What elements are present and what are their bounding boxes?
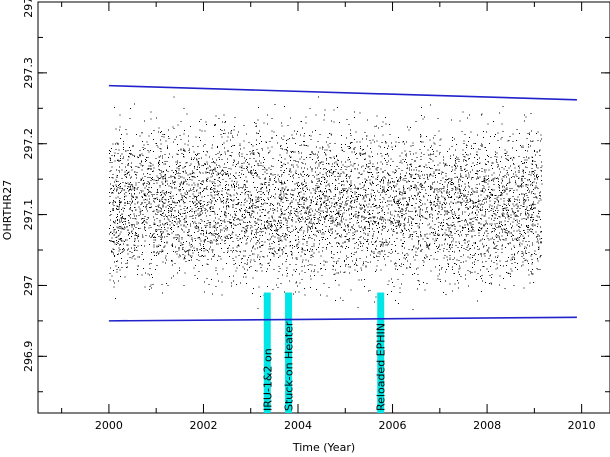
event-label-0: IRU-1&2 on bbox=[261, 348, 274, 411]
event-label-1: Stuck-on Heater bbox=[283, 321, 296, 411]
x-tick-label: 2010 bbox=[568, 419, 596, 432]
plot-frame bbox=[37, 1, 610, 414]
scatter-points bbox=[108, 96, 543, 310]
scatter-cloud bbox=[108, 96, 543, 310]
upper-limit-line bbox=[108, 84, 577, 101]
event-marker-1 bbox=[285, 292, 293, 413]
axis-ticks: 2000 2002 2004 2006 2008 2010 296.9 297 297.1 297… bbox=[22, 0, 610, 432]
x-tick-label: 2004 bbox=[284, 419, 312, 432]
y-tick-label: 297.3 bbox=[22, 57, 35, 89]
y-tick-label: 297.2 bbox=[22, 128, 35, 160]
event-label-2: Reloaded EPHIN bbox=[375, 323, 388, 411]
event-markers: IRU-1&2 on Stuck-on Heater Reloaded EPHIN bbox=[261, 292, 388, 413]
event-marker-2 bbox=[377, 292, 385, 413]
y-tick-label: 297.1 bbox=[22, 199, 35, 231]
x-tick-label: 2006 bbox=[379, 419, 407, 432]
x-tick-label: 2000 bbox=[95, 419, 123, 432]
lower-limit-line bbox=[108, 316, 577, 322]
x-tick-label: 2002 bbox=[189, 419, 217, 432]
event-marker-0 bbox=[263, 292, 271, 413]
x-tick-label: 2008 bbox=[473, 419, 501, 432]
y-tick-label: 296.9 bbox=[22, 341, 35, 373]
y-tick-label: 297 bbox=[22, 275, 35, 296]
y-tick-label: 297.4 bbox=[22, 0, 35, 18]
limit-lines bbox=[108, 84, 577, 322]
y-axis-label: OHRTHR27 bbox=[1, 180, 14, 240]
x-axis-label: Time (Year) bbox=[292, 441, 355, 454]
